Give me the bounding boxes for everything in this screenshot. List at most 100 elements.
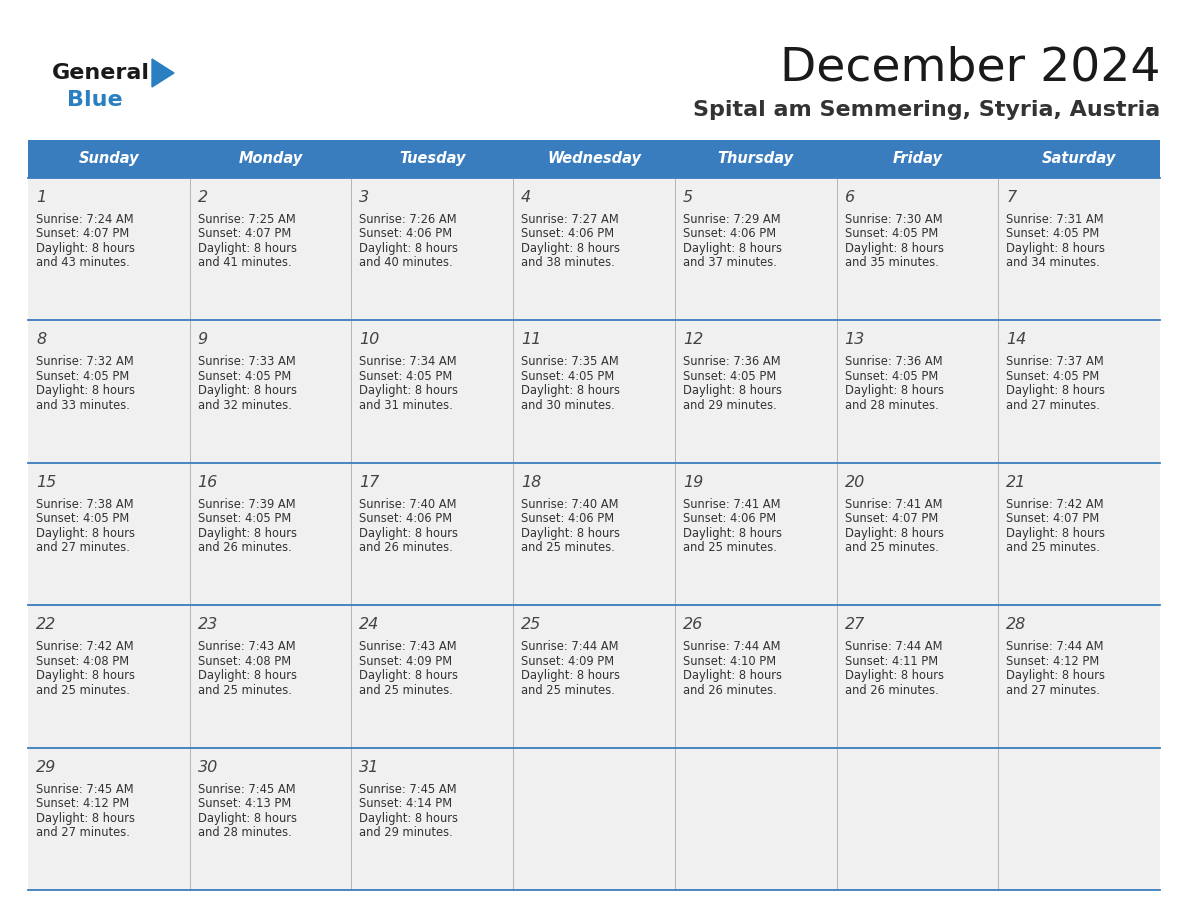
- Text: and 38 minutes.: and 38 minutes.: [522, 256, 615, 270]
- Text: Daylight: 8 hours: Daylight: 8 hours: [360, 527, 459, 540]
- Text: 29: 29: [36, 759, 56, 775]
- Text: Sunset: 4:09 PM: Sunset: 4:09 PM: [360, 655, 453, 667]
- Text: Sunrise: 7:40 AM: Sunrise: 7:40 AM: [360, 498, 457, 510]
- Text: 11: 11: [522, 332, 542, 347]
- Text: Sunrise: 7:43 AM: Sunrise: 7:43 AM: [360, 640, 457, 654]
- Text: Monday: Monday: [239, 151, 303, 166]
- Text: Sunset: 4:07 PM: Sunset: 4:07 PM: [36, 228, 129, 241]
- Text: Tuesday: Tuesday: [399, 151, 466, 166]
- Text: Daylight: 8 hours: Daylight: 8 hours: [683, 242, 782, 255]
- Text: and 25 minutes.: and 25 minutes.: [683, 542, 777, 554]
- Text: Sunrise: 7:44 AM: Sunrise: 7:44 AM: [522, 640, 619, 654]
- Text: and 26 minutes.: and 26 minutes.: [683, 684, 777, 697]
- Text: and 25 minutes.: and 25 minutes.: [1006, 542, 1100, 554]
- Text: Sunrise: 7:39 AM: Sunrise: 7:39 AM: [197, 498, 296, 510]
- Text: and 40 minutes.: and 40 minutes.: [360, 256, 453, 270]
- Text: Sunrise: 7:31 AM: Sunrise: 7:31 AM: [1006, 213, 1104, 226]
- Text: 17: 17: [360, 475, 380, 490]
- Text: Sunset: 4:13 PM: Sunset: 4:13 PM: [197, 797, 291, 810]
- Text: Daylight: 8 hours: Daylight: 8 hours: [36, 527, 135, 540]
- Text: Daylight: 8 hours: Daylight: 8 hours: [360, 669, 459, 682]
- Text: Sunrise: 7:37 AM: Sunrise: 7:37 AM: [1006, 355, 1104, 368]
- Text: Sunset: 4:05 PM: Sunset: 4:05 PM: [36, 370, 129, 383]
- Text: 28: 28: [1006, 617, 1026, 633]
- Text: Sunrise: 7:44 AM: Sunrise: 7:44 AM: [1006, 640, 1104, 654]
- Text: Sunrise: 7:32 AM: Sunrise: 7:32 AM: [36, 355, 134, 368]
- Text: 23: 23: [197, 617, 217, 633]
- Text: Daylight: 8 hours: Daylight: 8 hours: [197, 812, 297, 824]
- Text: Spital am Semmering, Styria, Austria: Spital am Semmering, Styria, Austria: [693, 100, 1159, 120]
- Text: Sunrise: 7:44 AM: Sunrise: 7:44 AM: [845, 640, 942, 654]
- Text: 24: 24: [360, 617, 380, 633]
- Text: and 27 minutes.: and 27 minutes.: [36, 826, 129, 839]
- Text: Daylight: 8 hours: Daylight: 8 hours: [1006, 669, 1105, 682]
- Text: 10: 10: [360, 332, 380, 347]
- Text: Sunset: 4:12 PM: Sunset: 4:12 PM: [36, 797, 129, 810]
- Text: Sunrise: 7:43 AM: Sunrise: 7:43 AM: [197, 640, 296, 654]
- Text: Sunrise: 7:45 AM: Sunrise: 7:45 AM: [36, 783, 133, 796]
- Text: Sunrise: 7:42 AM: Sunrise: 7:42 AM: [1006, 498, 1104, 510]
- Text: Daylight: 8 hours: Daylight: 8 hours: [360, 385, 459, 397]
- Text: and 43 minutes.: and 43 minutes.: [36, 256, 129, 270]
- Text: and 26 minutes.: and 26 minutes.: [845, 684, 939, 697]
- Text: 27: 27: [845, 617, 865, 633]
- Text: Sunrise: 7:27 AM: Sunrise: 7:27 AM: [522, 213, 619, 226]
- Text: and 31 minutes.: and 31 minutes.: [360, 399, 453, 412]
- Text: Sunrise: 7:24 AM: Sunrise: 7:24 AM: [36, 213, 133, 226]
- Bar: [29, 605, 1159, 747]
- Text: 16: 16: [197, 475, 217, 490]
- Text: and 25 minutes.: and 25 minutes.: [36, 684, 129, 697]
- Text: Blue: Blue: [67, 90, 122, 110]
- Text: 13: 13: [845, 332, 865, 347]
- Bar: [29, 747, 1159, 890]
- Text: and 35 minutes.: and 35 minutes.: [845, 256, 939, 270]
- Text: and 25 minutes.: and 25 minutes.: [522, 684, 615, 697]
- Text: Sunset: 4:05 PM: Sunset: 4:05 PM: [36, 512, 129, 525]
- Text: Sunrise: 7:34 AM: Sunrise: 7:34 AM: [360, 355, 457, 368]
- Bar: [29, 178, 1159, 320]
- Text: 22: 22: [36, 617, 56, 633]
- Text: Sunset: 4:06 PM: Sunset: 4:06 PM: [522, 512, 614, 525]
- Text: Sunday: Sunday: [78, 151, 139, 166]
- Text: Sunset: 4:09 PM: Sunset: 4:09 PM: [522, 655, 614, 667]
- Text: Sunrise: 7:36 AM: Sunrise: 7:36 AM: [845, 355, 942, 368]
- Text: Daylight: 8 hours: Daylight: 8 hours: [1006, 385, 1105, 397]
- Bar: [29, 140, 1159, 178]
- Text: Sunset: 4:08 PM: Sunset: 4:08 PM: [36, 655, 129, 667]
- Text: Daylight: 8 hours: Daylight: 8 hours: [197, 669, 297, 682]
- Text: Daylight: 8 hours: Daylight: 8 hours: [197, 385, 297, 397]
- Text: 19: 19: [683, 475, 703, 490]
- Text: Sunset: 4:05 PM: Sunset: 4:05 PM: [1006, 228, 1100, 241]
- Text: Daylight: 8 hours: Daylight: 8 hours: [845, 669, 943, 682]
- Text: and 26 minutes.: and 26 minutes.: [360, 542, 453, 554]
- Text: Sunset: 4:05 PM: Sunset: 4:05 PM: [845, 370, 937, 383]
- Text: and 26 minutes.: and 26 minutes.: [197, 542, 291, 554]
- Text: 30: 30: [197, 759, 217, 775]
- Text: 5: 5: [683, 190, 693, 205]
- Text: Daylight: 8 hours: Daylight: 8 hours: [197, 527, 297, 540]
- Text: 26: 26: [683, 617, 703, 633]
- Text: Sunset: 4:06 PM: Sunset: 4:06 PM: [360, 512, 453, 525]
- Text: Sunrise: 7:33 AM: Sunrise: 7:33 AM: [197, 355, 296, 368]
- Text: and 25 minutes.: and 25 minutes.: [360, 684, 454, 697]
- Text: and 32 minutes.: and 32 minutes.: [197, 399, 291, 412]
- Text: Sunrise: 7:38 AM: Sunrise: 7:38 AM: [36, 498, 133, 510]
- Text: Sunset: 4:06 PM: Sunset: 4:06 PM: [683, 228, 776, 241]
- Text: Wednesday: Wednesday: [546, 151, 642, 166]
- Text: 8: 8: [36, 332, 46, 347]
- Text: General: General: [52, 63, 150, 83]
- Text: 2: 2: [197, 190, 208, 205]
- Text: Saturday: Saturday: [1042, 151, 1117, 166]
- Text: December 2024: December 2024: [779, 46, 1159, 91]
- Text: Sunset: 4:05 PM: Sunset: 4:05 PM: [360, 370, 453, 383]
- Text: Daylight: 8 hours: Daylight: 8 hours: [360, 812, 459, 824]
- Bar: [29, 463, 1159, 605]
- Text: 9: 9: [197, 332, 208, 347]
- Text: Sunset: 4:06 PM: Sunset: 4:06 PM: [522, 228, 614, 241]
- Polygon shape: [152, 59, 173, 87]
- Text: and 37 minutes.: and 37 minutes.: [683, 256, 777, 270]
- Text: Daylight: 8 hours: Daylight: 8 hours: [522, 669, 620, 682]
- Text: Sunset: 4:11 PM: Sunset: 4:11 PM: [845, 655, 937, 667]
- Text: Sunset: 4:07 PM: Sunset: 4:07 PM: [845, 512, 937, 525]
- Text: 21: 21: [1006, 475, 1026, 490]
